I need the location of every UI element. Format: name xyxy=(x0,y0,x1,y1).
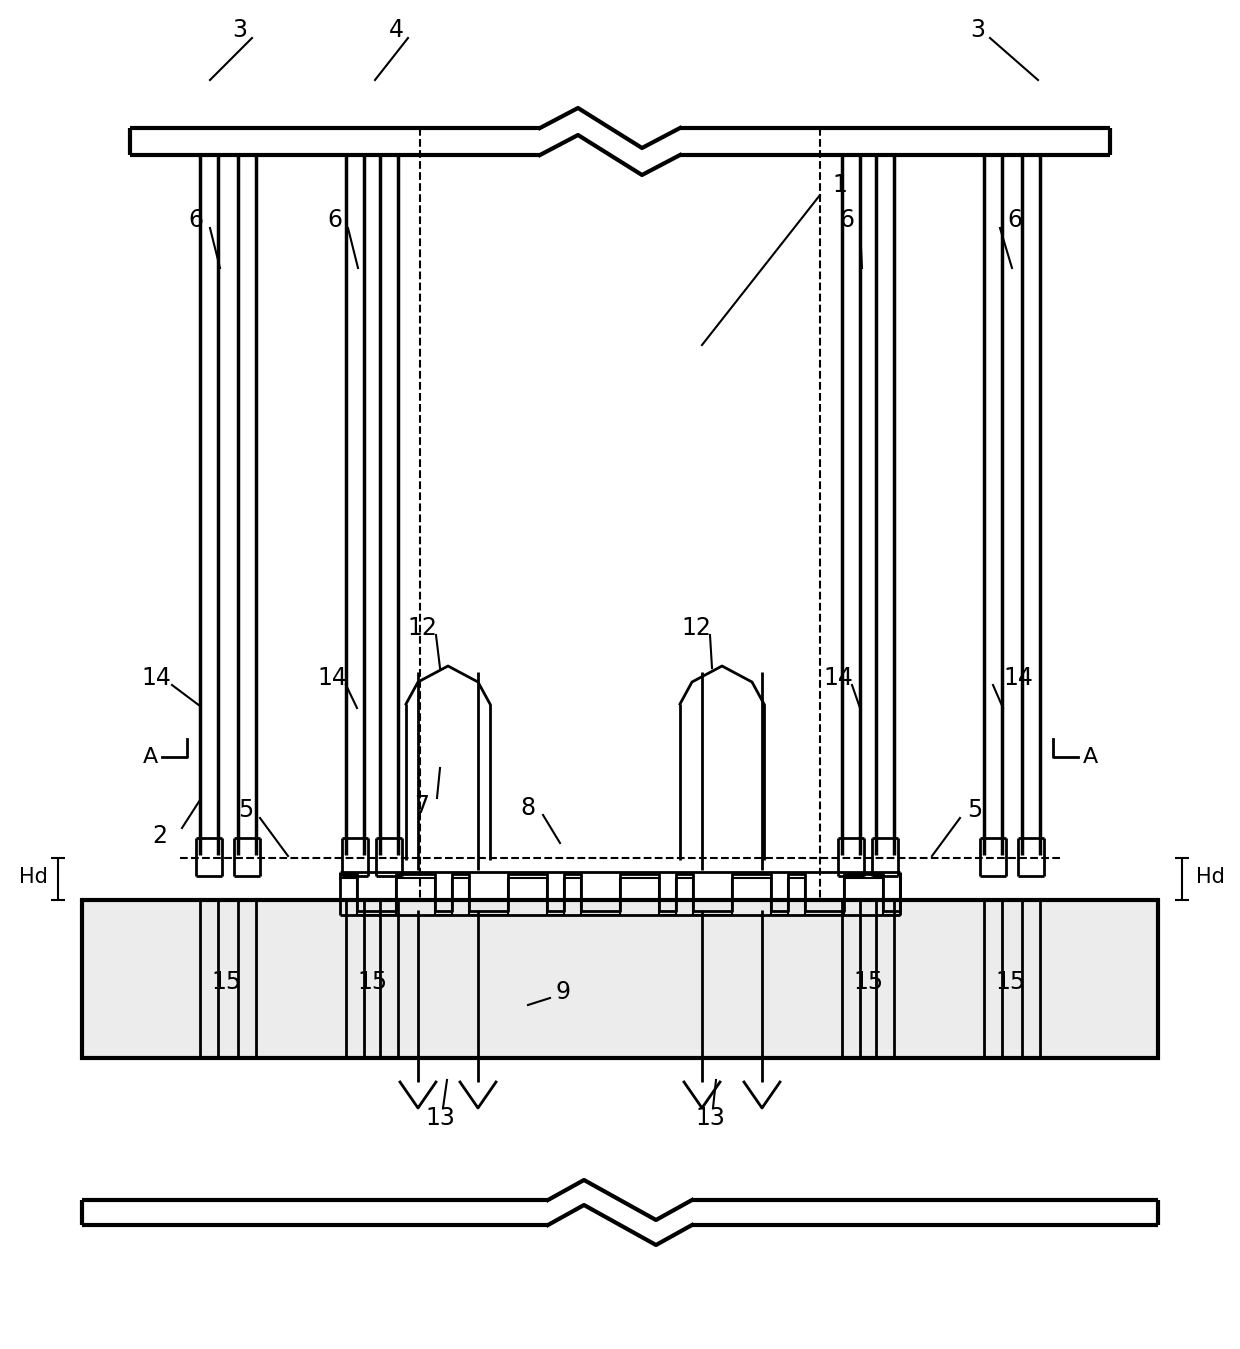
Text: 14: 14 xyxy=(823,666,853,689)
Text: 14: 14 xyxy=(1003,666,1033,689)
Bar xyxy=(82,900,1158,1058)
Text: 7: 7 xyxy=(414,795,429,817)
Text: 6: 6 xyxy=(839,208,854,232)
Text: 3: 3 xyxy=(233,18,248,42)
Text: 14: 14 xyxy=(141,666,171,689)
Text: 6: 6 xyxy=(188,208,203,232)
Text: 15: 15 xyxy=(211,970,241,994)
Text: 5: 5 xyxy=(967,799,982,822)
Text: 12: 12 xyxy=(681,616,711,639)
Text: 15: 15 xyxy=(853,970,883,994)
Text: 9: 9 xyxy=(556,979,570,1004)
Text: 13: 13 xyxy=(425,1106,455,1130)
Text: 14: 14 xyxy=(317,666,347,689)
Text: Hd: Hd xyxy=(19,867,47,888)
Text: 3: 3 xyxy=(971,18,986,42)
Text: 5: 5 xyxy=(238,799,254,822)
Text: A: A xyxy=(143,747,157,768)
Text: A: A xyxy=(1083,747,1097,768)
Text: Hd: Hd xyxy=(1195,867,1224,888)
Text: 4: 4 xyxy=(388,18,403,42)
Text: 13: 13 xyxy=(696,1106,725,1130)
Text: 1: 1 xyxy=(832,173,847,197)
Text: 6: 6 xyxy=(327,208,342,232)
Text: 15: 15 xyxy=(357,970,387,994)
Text: 6: 6 xyxy=(1007,208,1023,232)
Text: 12: 12 xyxy=(407,616,436,639)
Text: 2: 2 xyxy=(153,824,167,849)
Text: 8: 8 xyxy=(521,796,536,820)
Text: 15: 15 xyxy=(994,970,1025,994)
